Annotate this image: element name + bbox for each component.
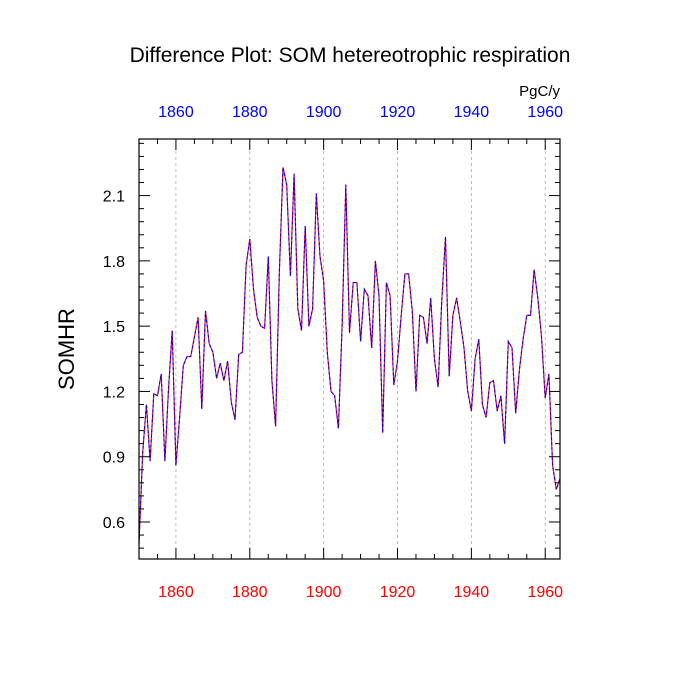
units-label: PgC/y — [519, 83, 560, 100]
y-tick-label: 2.1 — [103, 189, 125, 206]
x-tick-label-bottom: 1940 — [454, 584, 490, 601]
y-tick-label: 0.6 — [103, 515, 125, 532]
y-tick-label: 1.2 — [103, 384, 125, 401]
series-lines — [138, 167, 561, 544]
x-tick-label-bottom: 1920 — [380, 584, 416, 601]
y-tick-label: 1.8 — [103, 254, 125, 271]
y-tick-label: 1.5 — [103, 319, 125, 336]
x-tick-label-top: 1940 — [454, 104, 490, 121]
x-tick-label-top: 1880 — [232, 104, 268, 121]
grid-lines — [175, 139, 546, 559]
y-axis-label: SOMHR — [54, 308, 79, 390]
x-tick-label-top: 1960 — [527, 104, 563, 121]
x-tick-label-bottom: 1880 — [232, 584, 268, 601]
tick-labels: 1860 1860 1880 1880 1900 1900 1920 1920 1940 1940… — [103, 104, 563, 601]
chart-title: Difference Plot: SOM hetereotrophic resp… — [130, 44, 571, 67]
x-tick-label-bottom: 1860 — [158, 584, 194, 601]
plot-frame — [138, 138, 561, 560]
x-tick-label-bottom: 1960 — [527, 584, 563, 601]
x-tick-label-top: 1860 — [158, 104, 194, 121]
series-line-blue — [138, 167, 561, 544]
x-tick-label-bottom: 1900 — [306, 584, 342, 601]
y-tick-label: 0.9 — [103, 450, 125, 467]
x-tick-label-top: 1900 — [306, 104, 342, 121]
axis-ticks — [138, 139, 560, 559]
x-tick-label-top: 1920 — [380, 104, 416, 121]
